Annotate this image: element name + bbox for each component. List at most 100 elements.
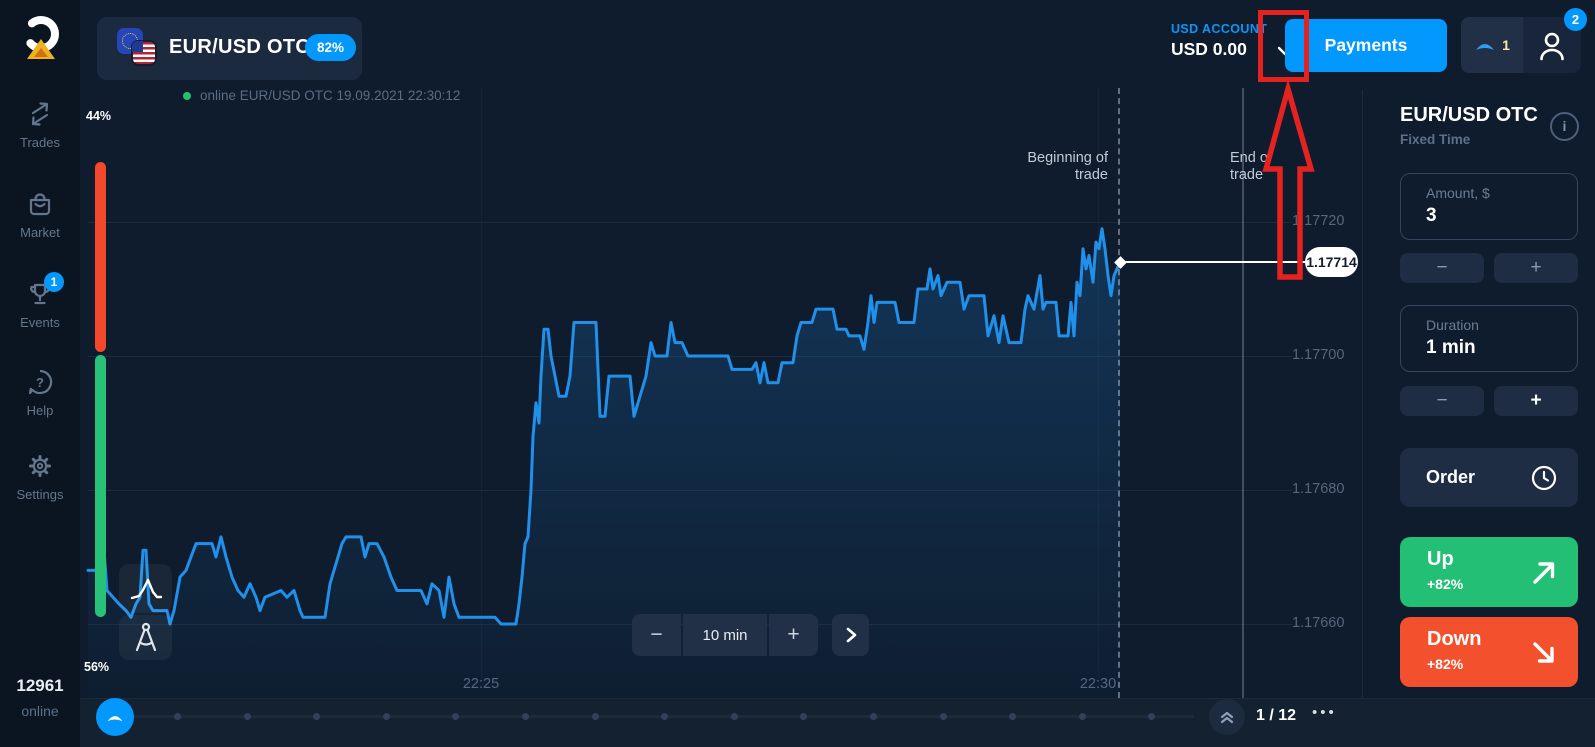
price-axis-tick: 1.17700: [1292, 347, 1345, 363]
online-users-label: online: [21, 703, 59, 719]
double-chevron-up-icon: [1220, 711, 1234, 724]
strip-menu-dots[interactable]: •••: [1312, 704, 1337, 721]
trade-end-label: End of trade: [1230, 150, 1272, 183]
duration-field[interactable]: Duration 1 min: [1400, 305, 1578, 372]
asset-status-text: online EUR/USD OTC 19.09.2021 22:30:12: [200, 88, 461, 103]
sidebar-label-events: Events: [20, 315, 60, 330]
amount-label: Amount, $: [1426, 185, 1490, 201]
sidebar-item-events[interactable]: 1 Events: [0, 272, 80, 332]
active-trades-widget[interactable]: 1: [1461, 17, 1523, 73]
sentiment-down-percent: 56%: [84, 660, 110, 674]
trade-end-line: [1242, 88, 1244, 698]
down-label: Down: [1427, 628, 1482, 650]
panel-trade-mode: Fixed Time: [1400, 132, 1471, 147]
sentiment-up-percent: 44%: [86, 109, 112, 123]
order-label: Order: [1426, 467, 1476, 487]
up-trade-button[interactable]: Up +82%: [1400, 537, 1578, 607]
crown-icon: [107, 716, 123, 722]
chart-type-button[interactable]: [119, 564, 172, 613]
timeline-dot: [522, 713, 529, 720]
duration-decrease-button[interactable]: −: [1400, 386, 1484, 416]
account-selector[interactable]: USD ACCOUNT USD 0.00: [1171, 22, 1296, 67]
timeframe-label[interactable]: 10 min: [683, 614, 767, 656]
sentiment-bar-sell: [95, 162, 106, 352]
timeline-dot: [1148, 713, 1155, 720]
trade-begin-label: Beginning of trade: [1027, 150, 1108, 183]
sidebar-label-help: Help: [26, 403, 54, 418]
price-axis-tick: 1.17720: [1292, 213, 1345, 229]
timeline-dot: [940, 713, 947, 720]
chart-pagination: 1 / 12: [1256, 707, 1297, 724]
timeline-dot: [244, 713, 251, 720]
sidebar-item-trades[interactable]: Trades: [0, 100, 80, 152]
order-button[interactable]: Order: [1400, 448, 1578, 507]
timeframe-zoom-in-button[interactable]: +: [769, 614, 818, 656]
timeline-dot: [592, 713, 599, 720]
us-flag-icon: [131, 40, 157, 66]
gridline: [88, 356, 1292, 357]
timeline-dot: [1079, 713, 1086, 720]
header-widgets: 1 2: [1461, 8, 1587, 73]
timeline-dot: [452, 713, 459, 720]
notifications-badge: 2: [1564, 8, 1587, 31]
timeline-dots: [80, 699, 1595, 747]
profile-person-icon: [1540, 32, 1564, 61]
arrow-up-right-icon: [1533, 562, 1555, 584]
sidebar-item-market[interactable]: Market: [0, 190, 80, 242]
active-trades-count: 1: [1502, 37, 1510, 53]
account-balance: USD 0.00: [1171, 39, 1247, 59]
profile-button[interactable]: 2: [1523, 8, 1587, 73]
price-area-path: [88, 228, 1120, 700]
sidebar-label-trades: Trades: [20, 135, 60, 150]
amount-field[interactable]: Amount, $ 3: [1400, 173, 1578, 240]
amount-value: 3: [1426, 205, 1437, 226]
time-axis-tick: 22:25: [462, 676, 500, 692]
timeline-dot: [1009, 713, 1016, 720]
trades-feed-button[interactable]: [96, 698, 134, 736]
price-axis-tick: 1.17680: [1292, 481, 1345, 497]
info-icon[interactable]: i: [1550, 112, 1579, 141]
timeline-track[interactable]: [114, 715, 1194, 718]
up-payout: +82%: [1427, 576, 1464, 592]
deal-crown-icon: [1476, 44, 1495, 50]
panel-divider: [1362, 90, 1363, 747]
duration-increase-button[interactable]: +: [1494, 386, 1578, 416]
timeline-dot: [800, 713, 807, 720]
help-icon: ?: [28, 369, 53, 395]
up-label: Up: [1427, 548, 1454, 570]
gridline: [88, 490, 1292, 491]
down-payout: +82%: [1427, 656, 1464, 672]
price-axis-tick: 1.17660: [1292, 615, 1345, 631]
app-logo-icon[interactable]: [18, 13, 64, 68]
current-price-marker: [1113, 256, 1127, 269]
current-price-pill: 1.17714: [1305, 247, 1358, 277]
duration-value: 1 min: [1426, 337, 1476, 358]
timeframe-zoom-out-button[interactable]: −: [632, 614, 681, 656]
asset-selector[interactable]: EUR/USD OTC 82%: [97, 17, 362, 80]
timeline-strip: 1 / 12 •••: [80, 698, 1595, 747]
payments-button[interactable]: Payments: [1285, 19, 1447, 72]
current-price-line: [1120, 261, 1307, 263]
settings-gear-icon: [29, 455, 51, 477]
asset-pair-name: EUR/USD OTC: [169, 36, 311, 58]
timeline-dot: [383, 713, 390, 720]
drawing-tools-button[interactable]: [119, 615, 172, 660]
line-chart-icon: [130, 578, 162, 599]
asset-payout-badge: 82%: [305, 34, 357, 61]
trade-panel: EUR/USD OTC Fixed Time i Amount, $ 3 − +…: [1376, 0, 1595, 747]
sentiment-bar-buy: [95, 355, 106, 617]
chevron-right-icon: [846, 627, 856, 643]
arrow-down-right-icon: [1533, 642, 1554, 663]
sidebar-item-settings[interactable]: Settings: [0, 452, 80, 504]
gridline: [88, 222, 1292, 223]
sidebar-item-help[interactable]: ? Help: [0, 368, 80, 420]
price-line-path: [86, 227, 1122, 626]
svg-text:?: ?: [36, 375, 44, 390]
collapse-strip-button[interactable]: [1209, 699, 1245, 735]
chart-forward-button[interactable]: [832, 614, 869, 656]
clock-icon: [1531, 465, 1557, 491]
down-trade-button[interactable]: Down +82%: [1400, 617, 1578, 687]
amount-increase-button[interactable]: +: [1494, 253, 1578, 283]
amount-decrease-button[interactable]: −: [1400, 253, 1484, 283]
timeline-dot: [661, 713, 668, 720]
